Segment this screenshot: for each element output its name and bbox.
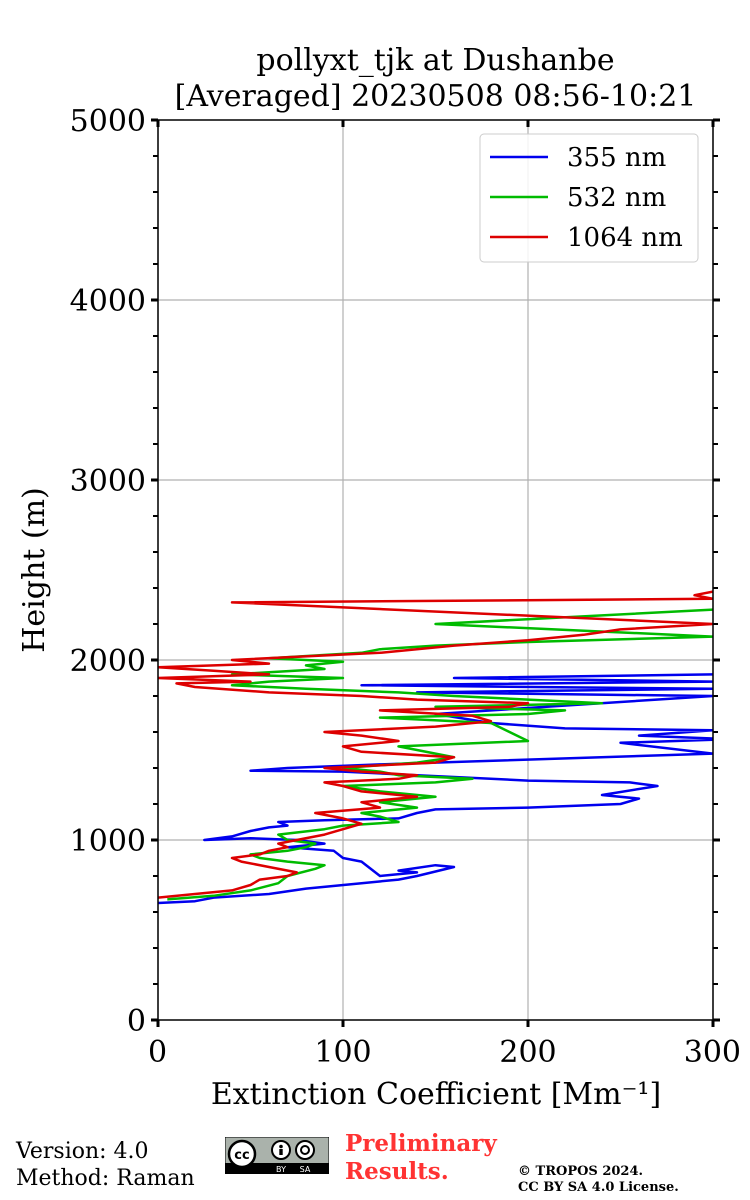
y-tick-label: 0 — [127, 1004, 146, 1039]
cc-glyph: cc — [234, 1148, 249, 1163]
y-tick-label: 2000 — [70, 644, 146, 679]
legend-label: 355 nm — [567, 143, 666, 173]
y-tick-label: 4000 — [70, 284, 146, 319]
by-label: BY — [276, 1165, 286, 1174]
y-tick-label: 3000 — [70, 464, 146, 499]
series-layer — [158, 590, 713, 905]
preliminary-results-notice: Preliminary Results. — [345, 1130, 497, 1186]
preliminary-line-2: Results. — [345, 1158, 449, 1185]
x-tick-label: 0 — [148, 1035, 167, 1070]
preliminary-line-1: Preliminary — [345, 1130, 497, 1157]
series-line-355-nm — [158, 673, 713, 905]
copyright-line-2: CC BY SA 4.0 License. — [518, 1180, 679, 1195]
chart-title-line-2: [Averaged] 20230508 08:56-10:21 — [174, 79, 697, 114]
cc-circle-icon — [227, 1139, 257, 1169]
legend: 355 nm 532 nm 1064 nm — [479, 133, 699, 263]
x-tick-label: 300 — [684, 1035, 741, 1070]
x-tick-label: 100 — [314, 1035, 371, 1070]
legend-label: 532 nm — [567, 183, 666, 213]
cc-by-sa-license-icon: cc BY SA — [225, 1137, 329, 1174]
y-tick-label: 1000 — [70, 824, 146, 859]
legend-box — [479, 133, 699, 263]
sa-label: SA — [300, 1165, 311, 1174]
x-tick-label: 200 — [499, 1035, 556, 1070]
y-axis-label: Height (m) — [17, 487, 52, 652]
chart-title-line-1: pollyxt_tjk at Dushanbe — [256, 43, 615, 78]
footer-version-block: Version: 4.0 Method: Raman — [16, 1138, 195, 1192]
method-text: Method: Raman — [16, 1166, 195, 1191]
version-text: Version: 4.0 — [16, 1139, 149, 1164]
copyright-block: © TROPOS 2024. CC BY SA 4.0 License. — [518, 1164, 679, 1196]
plot-frame — [157, 119, 714, 1021]
x-axis-label: Extinction Coefficient [Mm⁻¹] — [211, 1077, 661, 1112]
legend-label: 1064 nm — [567, 223, 683, 253]
copyright-line-1: © TROPOS 2024. — [518, 1164, 644, 1179]
sa-share-alike-icon — [295, 1140, 315, 1160]
y-tick-label: 5000 — [70, 104, 146, 139]
series-line-1064-nm — [158, 590, 713, 899]
